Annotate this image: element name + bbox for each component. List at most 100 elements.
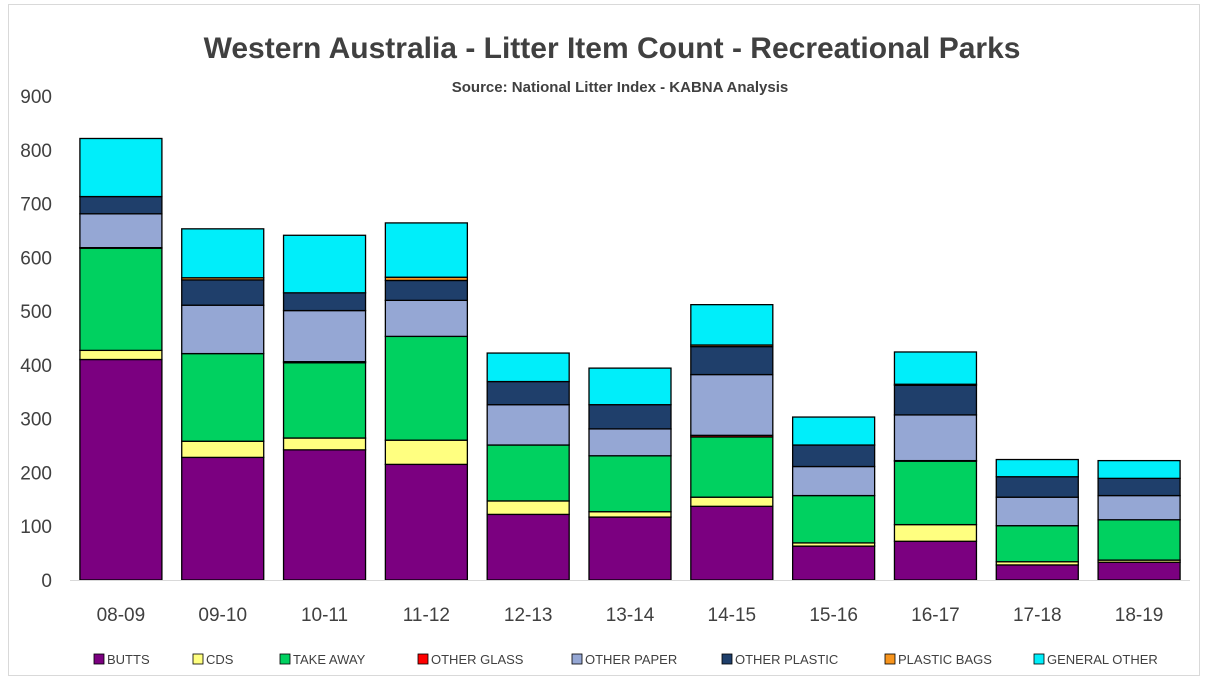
x-tick-label: 16-17 (911, 605, 960, 626)
bar-segment (791, 545, 876, 581)
x-tick-label: 08-09 (97, 605, 146, 626)
x-axis: 08-09 09-10 10-11 11-12 12-13 13-14 14-15 15-16… (70, 580, 1190, 626)
bar-segment (181, 352, 265, 442)
bar-segment (588, 428, 672, 457)
bar-segment (893, 384, 978, 416)
bar-segment (486, 352, 570, 383)
x-tick-label: 09-10 (198, 605, 247, 626)
bar-segment (79, 358, 163, 581)
bar-segment (384, 222, 469, 278)
bar-segment (588, 516, 672, 581)
y-tick-label: 500 (20, 302, 52, 323)
bar-segment (690, 345, 774, 376)
bar-segment (893, 351, 978, 385)
bar-segment (588, 404, 672, 430)
bar-segment (384, 439, 469, 466)
x-tick-label: 11-12 (403, 605, 450, 626)
chart-title: Western Australia - Litter Item Count - … (204, 32, 1021, 65)
bar-segment (384, 335, 469, 441)
legend-label: CDS (206, 652, 234, 667)
bar-segment (995, 458, 1079, 478)
legend-swatch (571, 653, 583, 665)
x-tick-label: 13-14 (606, 605, 655, 626)
bar-segment (588, 511, 672, 518)
bar-segment (486, 500, 570, 516)
bar-segment (690, 373, 774, 436)
bar-segment (79, 195, 163, 215)
bar-segment (79, 213, 163, 249)
y-tick-label: 100 (20, 517, 52, 538)
legend-label: TAKE AWAY (293, 652, 366, 667)
bar-segment (384, 463, 469, 581)
bar-segment (690, 505, 774, 581)
bar-segment (1097, 519, 1181, 561)
bar-segment (79, 247, 163, 352)
legend-swatch (1033, 653, 1045, 665)
bar-segment (181, 279, 265, 306)
bar-segment (690, 436, 774, 498)
bar-segment (384, 279, 469, 302)
bar-segment (995, 476, 1079, 498)
bar-segment (282, 437, 367, 451)
bar-segment (1097, 477, 1181, 497)
legend-swatch (93, 653, 105, 665)
bar-segment (181, 228, 265, 279)
x-tick-label: 10-11 (301, 605, 348, 626)
y-tick-label: 200 (20, 463, 52, 484)
bar-segment (1097, 494, 1181, 521)
bar-segment (791, 444, 876, 468)
legend-swatch (721, 653, 733, 665)
bar-segment (791, 465, 876, 497)
bar-segment (588, 455, 672, 513)
bar-segment (282, 309, 367, 363)
bar-segment (486, 380, 570, 406)
chart-frame (8, 4, 1200, 676)
y-axis: 0 100 200 300 400 500 600 700 800 900 (20, 87, 52, 592)
bar-segment (79, 137, 163, 198)
bar-segment (893, 523, 978, 542)
y-tick-label: 0 (41, 571, 52, 592)
bar-segment (486, 513, 570, 581)
bar-segment (181, 440, 265, 459)
bar-segment (1097, 561, 1181, 581)
bar-segment (181, 456, 265, 581)
bar-segment (282, 362, 367, 439)
bar-segment (893, 540, 978, 581)
legend-label: OTHER PLASTIC (735, 652, 838, 667)
y-tick-label: 300 (20, 410, 52, 431)
legend-label: OTHER PAPER (585, 652, 677, 667)
legend-label: PLASTIC BAGS (898, 652, 992, 667)
bar-segment (1097, 459, 1181, 480)
bars (79, 137, 1181, 581)
bar-segment (690, 496, 774, 507)
bar-segment (893, 414, 978, 462)
legend-label: OTHER GLASS (431, 652, 524, 667)
legend: BUTTS CDS TAKE AWAY OTHER GLASS OTHER PAPER O… (93, 652, 1158, 667)
y-tick-label: 700 (20, 195, 52, 216)
x-tick-label: 15-16 (809, 605, 858, 626)
bar-segment (995, 496, 1079, 527)
x-tick-label: 17-18 (1013, 605, 1062, 626)
bar-segment (486, 404, 570, 446)
legend-label: GENERAL OTHER (1047, 652, 1158, 667)
bar-segment (690, 304, 774, 346)
bar-segment (791, 494, 876, 544)
y-tick-label: 900 (20, 87, 52, 108)
bar-segment (588, 367, 672, 406)
legend-swatch (192, 653, 204, 665)
y-tick-label: 800 (20, 141, 52, 162)
legend-swatch (884, 653, 896, 665)
bar-segment (79, 349, 163, 361)
bar-segment (181, 304, 265, 355)
legend-swatch (417, 653, 429, 665)
y-tick-label: 400 (20, 356, 52, 377)
bar-segment (282, 449, 367, 581)
y-tick-label: 600 (20, 248, 52, 269)
x-tick-label: 14-15 (708, 605, 757, 626)
bar-segment (282, 292, 367, 312)
bar-segment (893, 460, 978, 526)
legend-label: BUTTS (107, 652, 150, 667)
x-tick-label: 18-19 (1115, 605, 1164, 626)
chart-subtitle: Source: National Litter Index - KABNA An… (452, 79, 788, 96)
